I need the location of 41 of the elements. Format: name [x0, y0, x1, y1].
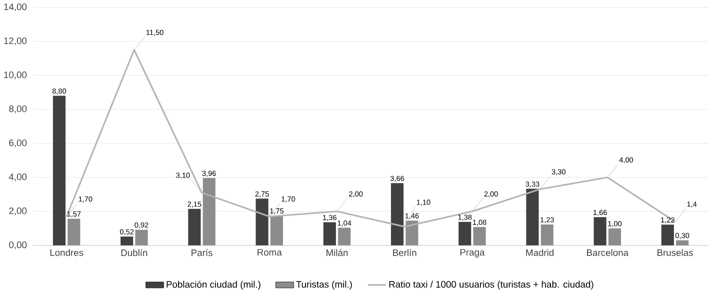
bar [188, 208, 201, 246]
legend-label: Turistas (mil.) [296, 280, 352, 290]
x-tick-label: Praga [460, 248, 485, 258]
y-tick-label: 10,00 [4, 71, 27, 80]
bar [526, 188, 539, 246]
bar [661, 224, 674, 246]
bar [473, 226, 486, 246]
y-tick-label: 12,00 [4, 37, 27, 46]
bar [135, 230, 148, 246]
x-tick-label: Bruselas [657, 248, 693, 256]
y-tick-label: 2,00 [9, 207, 27, 216]
bar [68, 218, 80, 246]
bar [256, 198, 268, 246]
bar [52, 96, 66, 246]
x-tick-label: Barcelona [587, 248, 629, 256]
legend-label: Ratio taxi / 1000 usuarios (turistas + hab. ciudad) [389, 280, 594, 290]
bar [390, 182, 404, 246]
y-tick-label: 0,00 [9, 241, 27, 250]
bar [540, 224, 554, 246]
legend-label: Población ciudad (mil.) [166, 280, 260, 290]
y-tick-label: 4,00 [8, 173, 27, 182]
bar [120, 236, 134, 246]
x-tick-label: Milán [326, 248, 348, 256]
y-tick-label: 8,00 [9, 105, 27, 114]
bar [338, 228, 351, 246]
bar [608, 228, 622, 246]
bar [594, 216, 606, 246]
x-tick-label: Dublín [121, 248, 148, 256]
bar [323, 222, 336, 246]
bar [202, 178, 216, 246]
x-tick-label: Roma [258, 248, 282, 256]
x-tick-label: París [192, 248, 212, 256]
x-tick-label: Madrid [526, 248, 554, 256]
x-tick-label: Londres [50, 248, 84, 256]
x-tick-label: Berlín [393, 248, 416, 256]
bar [270, 215, 284, 246]
bar [406, 220, 418, 246]
y-tick-label: 14,00 [4, 3, 27, 12]
y-tick-label: 6,00 [9, 139, 27, 148]
bar [458, 222, 472, 246]
bar [676, 240, 689, 246]
